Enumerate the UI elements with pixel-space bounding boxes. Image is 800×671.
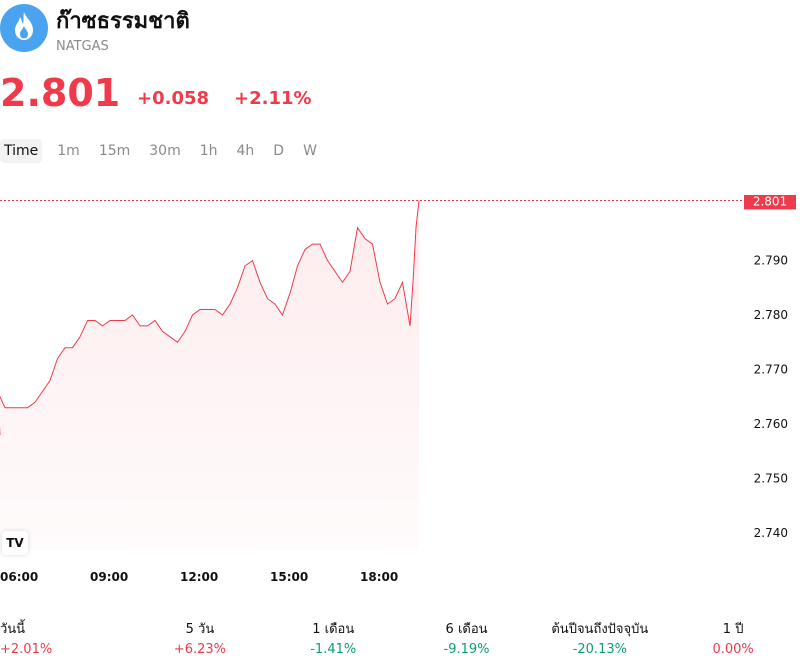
performance-strip: วันนี้ +2.01% 5 วัน +6.23% 1 เดือน -1.41…	[0, 620, 800, 665]
tab-30m[interactable]: 30m	[149, 143, 181, 159]
perf-label: 1 ปี	[722, 622, 744, 637]
last-price: 2.801	[0, 71, 121, 115]
tab-d[interactable]: D	[273, 143, 285, 159]
perf-value: 0.00%	[712, 642, 754, 657]
x-tick-label: 06:00	[0, 570, 38, 584]
perf-value: +2.01%	[0, 642, 53, 657]
y-tick-label: 2.780	[754, 308, 788, 322]
x-tick-label: 09:00	[90, 570, 128, 584]
tab-w[interactable]: W	[303, 143, 317, 159]
instrument-title: ก๊าซธรรมชาติ	[56, 9, 190, 34]
perf-value: -9.19%	[443, 642, 490, 657]
perf-label: 1 เดือน	[312, 622, 355, 637]
price-chart[interactable]: 2.801 2.740 2.750 2.760 2.770 2.780 2.790 06:00…	[0, 195, 800, 595]
instrument-header: ก๊าซธรรมชาติ NATGAS	[0, 0, 800, 60]
x-tick-label: 15:00	[270, 570, 308, 584]
price-line	[0, 200, 420, 435]
tab-15m[interactable]: 15m	[98, 143, 131, 159]
last-price-tag	[744, 195, 796, 210]
price-chart-svg: 2.801 2.740 2.750 2.760 2.770 2.780 2.790 06:00…	[0, 195, 796, 584]
x-tick-label: 18:00	[360, 570, 398, 584]
y-tick-label: 2.750	[754, 472, 788, 486]
instrument-logo	[0, 4, 48, 52]
tab-4h[interactable]: 4h	[236, 143, 255, 159]
price-change-percent: +2.11%	[234, 88, 312, 109]
perf-value: -1.41%	[310, 642, 357, 657]
tab-1m[interactable]: 1m	[57, 143, 80, 159]
perf-ytd[interactable]: ต้นปีจนถึงปัจจุบัน -20.13%	[533, 620, 666, 665]
timeframe-tabs: Time 1m 15m 30m 1h 4h D W	[0, 139, 332, 163]
tab-1h[interactable]: 1h	[199, 143, 218, 159]
instrument-ticker: NATGAS	[56, 39, 109, 54]
x-tick-label: 12:00	[180, 570, 218, 584]
perf-label: วันนี้	[0, 622, 26, 637]
price-change: +0.058	[137, 88, 210, 109]
perf-value: +6.23%	[173, 642, 227, 657]
perf-value: -20.13%	[572, 642, 627, 657]
perf-label: 5 วัน	[185, 622, 215, 637]
perf-label: 6 เดือน	[445, 622, 488, 637]
y-tick-label: 2.770	[754, 363, 788, 377]
flame-icon	[11, 11, 37, 45]
y-tick-label: 2.740	[754, 526, 788, 540]
perf-6-months[interactable]: 6 เดือน -9.19%	[400, 620, 533, 665]
tradingview-logo-icon[interactable]: TV	[2, 531, 28, 555]
perf-1-year[interactable]: 1 ปี 0.00%	[666, 620, 799, 665]
y-tick-label: 2.790	[754, 253, 788, 267]
perf-1-month[interactable]: 1 เดือน -1.41%	[267, 620, 400, 665]
perf-label: ต้นปีจนถึงปัจจุบัน	[551, 622, 649, 637]
quote-panel: 2.801 +0.058 +2.11%	[0, 70, 800, 120]
y-tick-label: 2.760	[754, 417, 788, 431]
perf-5-days[interactable]: 5 วัน +6.23%	[133, 620, 266, 665]
tab-time[interactable]: Time	[0, 139, 43, 163]
perf-today[interactable]: วันนี้ +2.01%	[0, 620, 133, 665]
price-area-fill	[0, 200, 419, 550]
last-price-tag-label: 2.801	[753, 195, 787, 208]
